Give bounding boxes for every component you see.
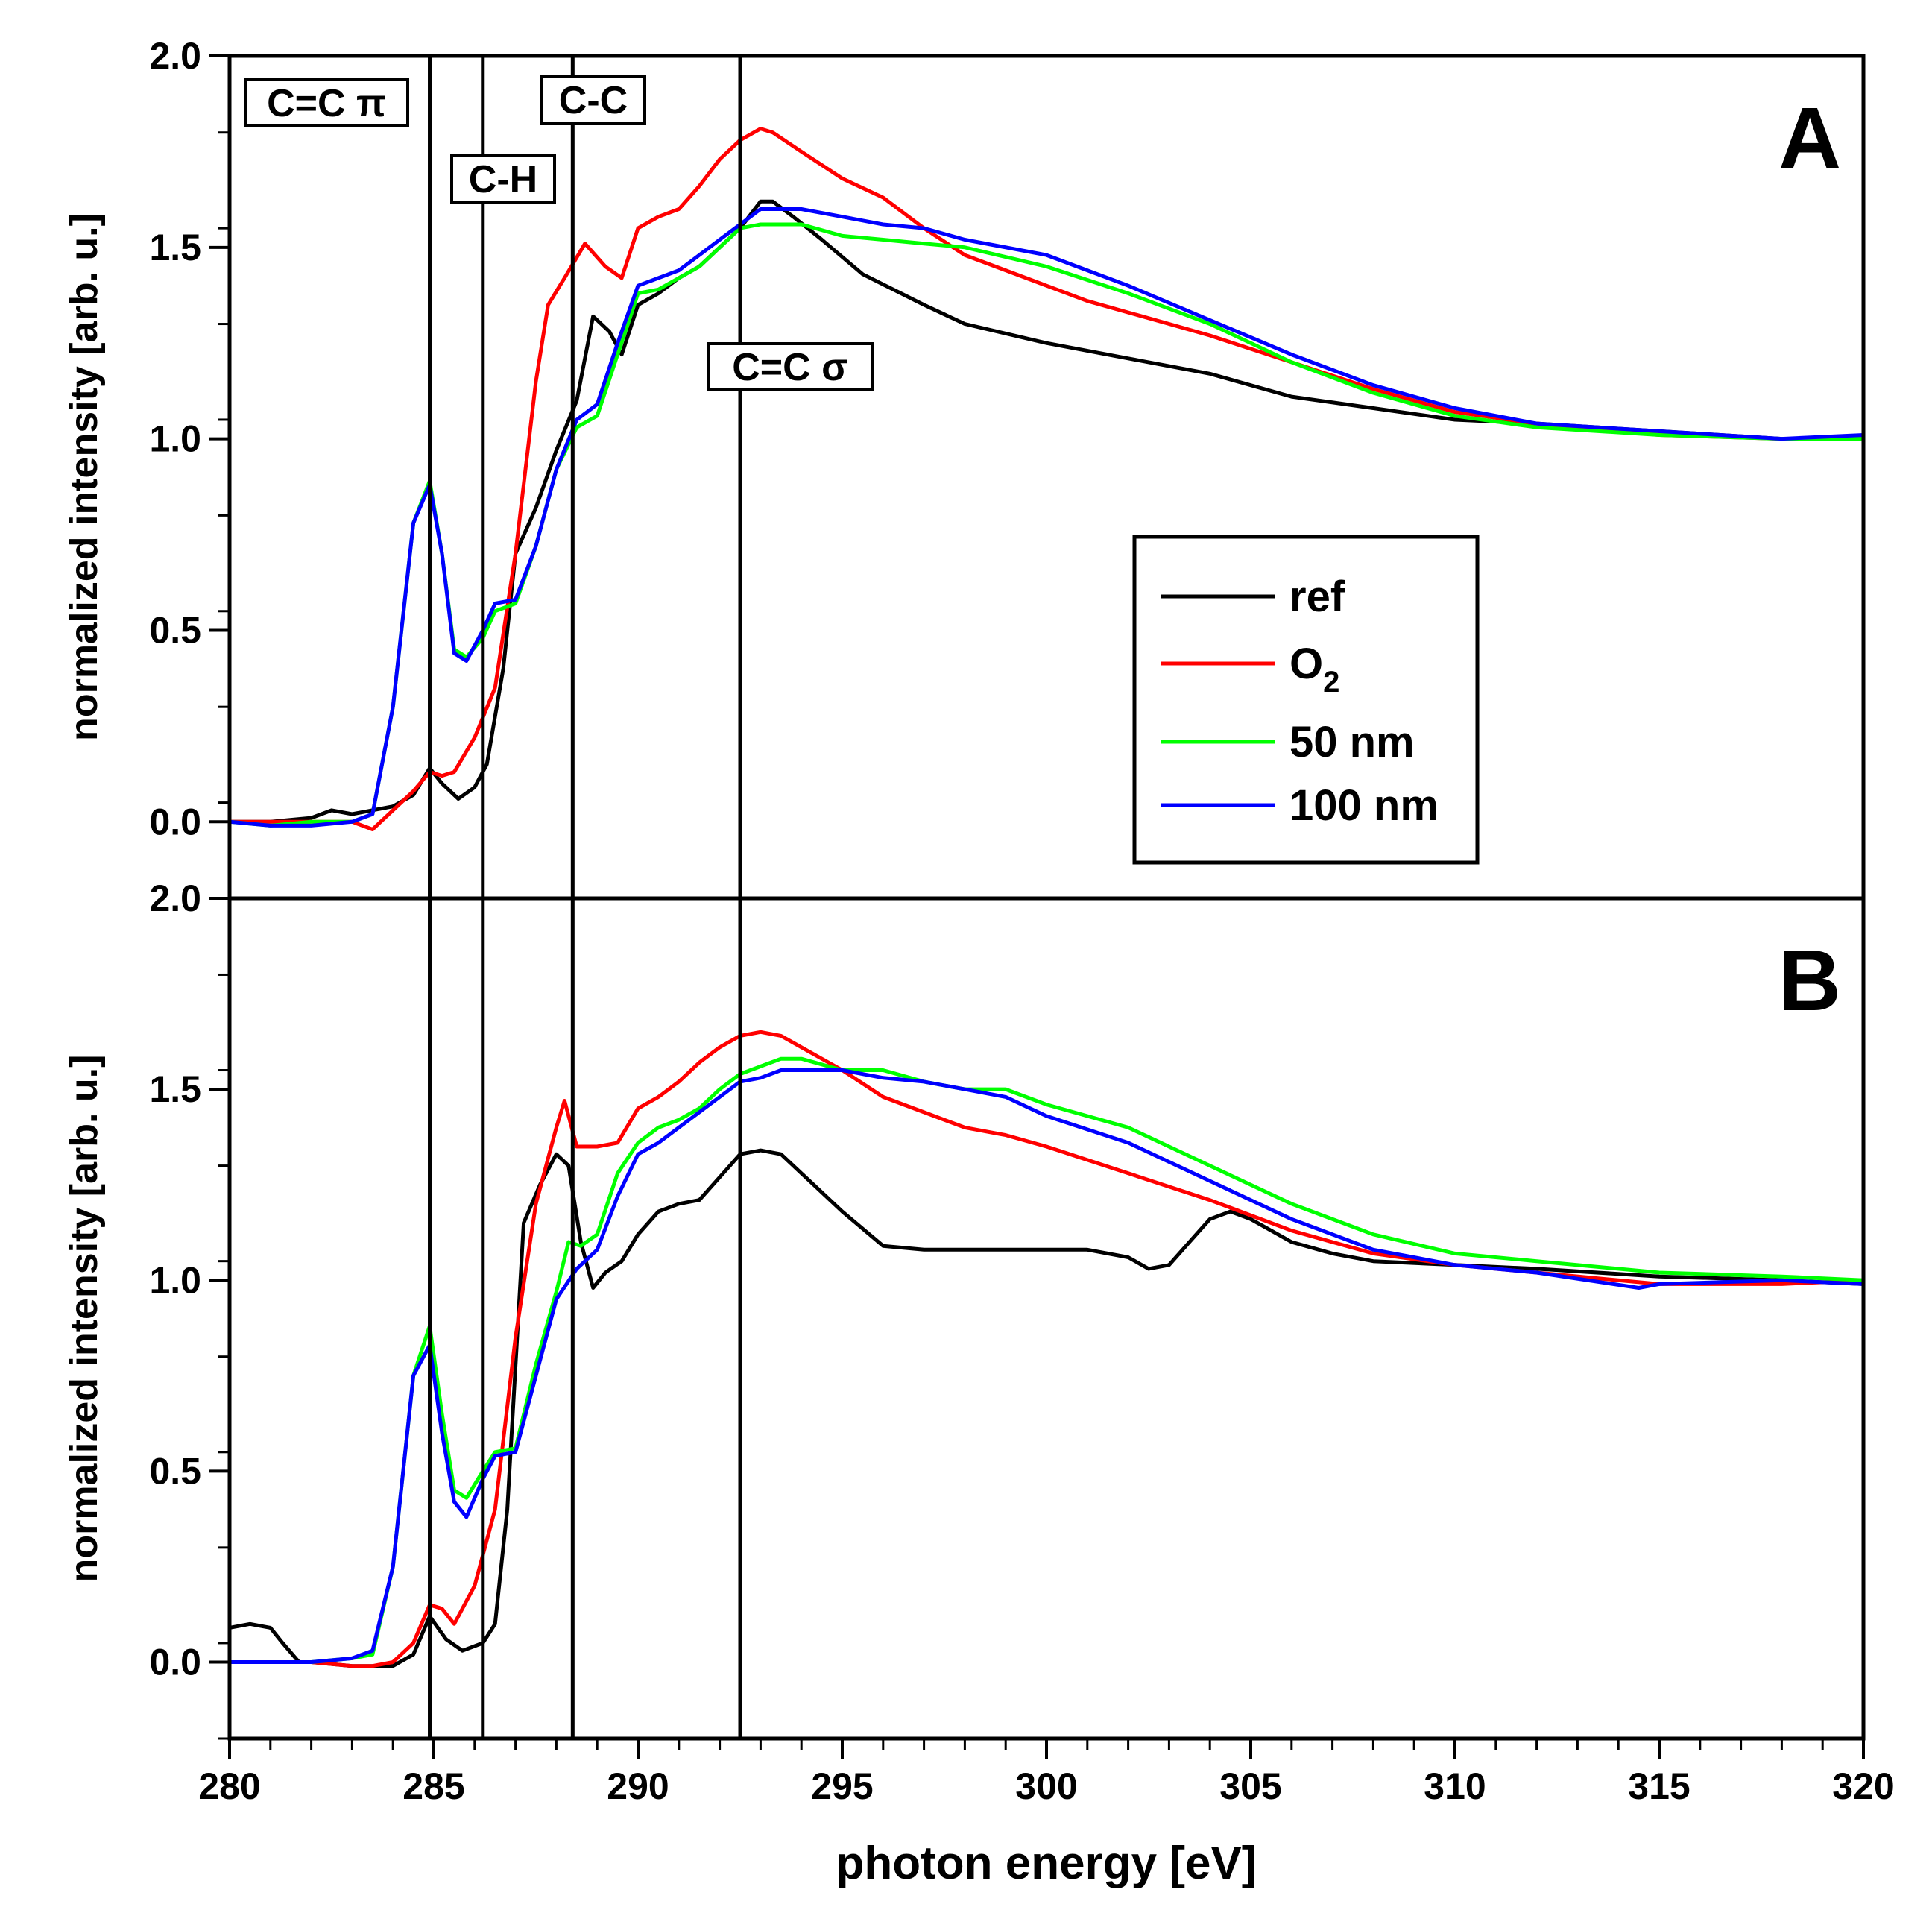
y-axis-label-a: normalized intensity [arb. u.] bbox=[63, 213, 106, 741]
y-tick-label-a-1: 0.5 bbox=[149, 609, 201, 651]
x-tick-label-1: 285 bbox=[402, 1765, 464, 1807]
y-tick-label-a-4: 2.0 bbox=[149, 35, 201, 77]
annotation-box-3 bbox=[707, 342, 874, 391]
series-line-a-o bbox=[227, 127, 1866, 831]
panel-label-b: B bbox=[1778, 932, 1841, 1029]
annotation-label-0: C=C π bbox=[267, 82, 386, 125]
legend-label-o2-subscript: 2 bbox=[1323, 666, 1339, 699]
y-tick-label-b-2: 1.0 bbox=[149, 1259, 201, 1301]
x-tick-label-7: 315 bbox=[1628, 1765, 1690, 1807]
x-tick-label-4: 300 bbox=[1015, 1765, 1077, 1807]
series-line-b-100-nm bbox=[227, 1068, 1866, 1664]
x-tick-label-2: 290 bbox=[607, 1765, 669, 1807]
x-tick-label-6: 310 bbox=[1424, 1765, 1486, 1807]
y-tick-label-b-3: 1.5 bbox=[149, 1068, 201, 1110]
legend-label-2: 50 nm bbox=[1289, 718, 1415, 766]
x-tick-label-5: 305 bbox=[1219, 1765, 1281, 1807]
x-tick-label-3: 295 bbox=[811, 1765, 873, 1807]
annotation-label-2: C-C bbox=[559, 79, 628, 122]
x-tick-label-8: 320 bbox=[1832, 1765, 1894, 1807]
legend-label-0: ref bbox=[1289, 573, 1345, 621]
annotation-box-1 bbox=[450, 154, 556, 204]
y-tick-label-a-0: 0.0 bbox=[149, 801, 201, 842]
y-tick-label-b-4: 2.0 bbox=[149, 877, 201, 919]
legend-label-3: 100 nm bbox=[1289, 781, 1439, 830]
series-line-a-100-nm bbox=[227, 207, 1866, 828]
series-line-b-ref bbox=[227, 1148, 1866, 1668]
y-axis-label-b: normalized intensity [arb. u.] bbox=[63, 1055, 106, 1583]
x-tick-label-0: 280 bbox=[198, 1765, 260, 1807]
legend-box bbox=[1132, 535, 1480, 865]
annotation-label-3: C=C σ bbox=[732, 346, 848, 389]
panel-label-a: A bbox=[1778, 89, 1841, 186]
annotation-box-0 bbox=[244, 78, 409, 127]
y-tick-label-b-1: 0.5 bbox=[149, 1450, 201, 1492]
annotation-box-2 bbox=[540, 75, 646, 125]
x-axis-label: photon energy [eV] bbox=[836, 1838, 1257, 1889]
axes: 0.0 0.5 1.0 1.5 2.0 normalized intensity [arb… bbox=[63, 35, 1895, 1889]
series-line-b-50-nm bbox=[227, 1056, 1866, 1664]
y-tick-label-a-2: 1.0 bbox=[149, 418, 201, 460]
panel-a bbox=[227, 127, 1866, 831]
annotation-label-1: C-H bbox=[469, 158, 537, 201]
y-tick-label-b-0: 0.0 bbox=[149, 1642, 201, 1683]
y-tick-label-a-3: 1.5 bbox=[149, 227, 201, 268]
transition-annotations: C=C π C-H C-C C=C σ bbox=[244, 75, 874, 391]
